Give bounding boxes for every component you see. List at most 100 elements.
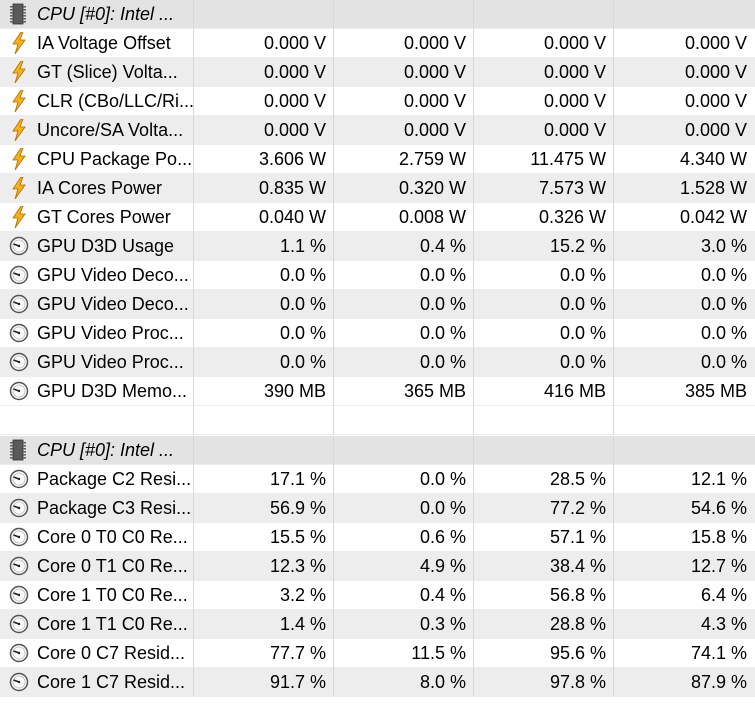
value-average: 4.340 W bbox=[614, 145, 755, 174]
value-minimum: 2.759 W bbox=[334, 145, 474, 174]
value-average: 54.6 % bbox=[614, 494, 755, 523]
gauge-icon bbox=[9, 642, 29, 664]
value-current: 0.0 % bbox=[194, 348, 334, 377]
sensor-row[interactable]: GT (Slice) Volta... 0.000 V 0.000 V 0.000 V… bbox=[0, 58, 755, 87]
lightning-icon bbox=[9, 206, 29, 228]
sensor-row[interactable]: Core 0 T1 C0 Re... 12.3 % 4.9 % 38.4 % 12.7 … bbox=[0, 552, 755, 581]
value-current: 77.7 % bbox=[194, 639, 334, 668]
value-minimum: 0.6 % bbox=[334, 523, 474, 552]
sensor-label-cell[interactable]: GPU D3D Memo... bbox=[0, 377, 194, 406]
value-minimum: 0.0 % bbox=[334, 290, 474, 319]
sensor-label: GT Cores Power bbox=[37, 206, 171, 227]
value-average: 0.0 % bbox=[614, 261, 755, 290]
value-maximum: 56.8 % bbox=[474, 581, 614, 610]
sensor-row[interactable]: Core 1 C7 Resid... 91.7 % 8.0 % 97.8 % 87.9 … bbox=[0, 668, 755, 697]
sensor-label-cell[interactable]: CPU Package Po... bbox=[0, 145, 194, 174]
sensor-label-cell[interactable]: GT (Slice) Volta... bbox=[0, 58, 194, 87]
lightning-icon bbox=[9, 148, 29, 170]
sensor-row[interactable]: Core 0 C7 Resid... 77.7 % 11.5 % 95.6 % 74.1… bbox=[0, 639, 755, 668]
sensor-row[interactable]: Core 1 T0 C0 Re... 3.2 % 0.4 % 56.8 % 6.4 % bbox=[0, 581, 755, 610]
lightning-icon bbox=[9, 90, 29, 112]
sensor-row[interactable]: GPU Video Proc... 0.0 % 0.0 % 0.0 % 0.0 % bbox=[0, 348, 755, 377]
sensor-row[interactable]: Package C2 Resi... 17.1 % 0.0 % 28.5 % 12.1 … bbox=[0, 465, 755, 494]
value-current: 17.1 % bbox=[194, 465, 334, 494]
value-current: 1.1 % bbox=[194, 232, 334, 261]
sensor-label-cell[interactable]: Package C3 Resi... bbox=[0, 494, 194, 523]
value-current: 0.835 W bbox=[194, 174, 334, 203]
sensor-label: Package C2 Resi... bbox=[37, 468, 192, 489]
sensor-label-cell[interactable]: GPU Video Deco... bbox=[0, 261, 194, 290]
sensor-label-cell[interactable]: Core 1 C7 Resid... bbox=[0, 668, 194, 697]
sensor-label-cell[interactable]: GPU Video Deco... bbox=[0, 290, 194, 319]
sensor-label: GPU Video Deco... bbox=[37, 264, 189, 285]
value-minimum: 0.000 V bbox=[334, 29, 474, 58]
sensor-label-cell[interactable]: GT Cores Power bbox=[0, 203, 194, 232]
sensor-row[interactable]: GPU D3D Memo... 390 MB 365 MB 416 MB 385 MB bbox=[0, 377, 755, 406]
sensor-label: CLR (CBo/LLC/Ri... bbox=[37, 90, 193, 111]
gauge-icon bbox=[9, 293, 29, 315]
value-maximum: 0.0 % bbox=[474, 348, 614, 377]
header-empty-cell bbox=[194, 436, 334, 465]
header-empty-cell bbox=[474, 0, 614, 29]
sensor-row[interactable]: Package C3 Resi... 56.9 % 0.0 % 77.2 % 54.6 … bbox=[0, 494, 755, 523]
sensor-label-cell[interactable]: Core 0 T0 C0 Re... bbox=[0, 523, 194, 552]
sensor-label-cell[interactable]: IA Cores Power bbox=[0, 174, 194, 203]
value-current: 0.0 % bbox=[194, 261, 334, 290]
sensor-label-cell[interactable]: Core 0 T1 C0 Re... bbox=[0, 552, 194, 581]
gauge-icon bbox=[9, 671, 29, 693]
value-minimum: 0.0 % bbox=[334, 319, 474, 348]
sensor-label-cell[interactable]: Uncore/SA Volta... bbox=[0, 116, 194, 145]
sensor-label-cell[interactable]: Core 1 T1 C0 Re... bbox=[0, 610, 194, 639]
sensor-label-cell[interactable]: Core 1 T0 C0 Re... bbox=[0, 581, 194, 610]
value-current: 0.000 V bbox=[194, 87, 334, 116]
value-minimum: 0.008 W bbox=[334, 203, 474, 232]
value-current: 0.0 % bbox=[194, 319, 334, 348]
section-header-label-cell[interactable]: CPU [#0]: Intel ... bbox=[0, 436, 194, 465]
sensor-row[interactable]: GPU Video Deco... 0.0 % 0.0 % 0.0 % 0.0 % bbox=[0, 290, 755, 319]
sensor-label-cell[interactable]: GPU D3D Usage bbox=[0, 232, 194, 261]
sensor-row[interactable]: IA Voltage Offset 0.000 V 0.000 V 0.000 V 0.… bbox=[0, 29, 755, 58]
gauge-icon bbox=[9, 468, 29, 490]
header-empty-cell bbox=[334, 0, 474, 29]
value-minimum: 365 MB bbox=[334, 377, 474, 406]
value-minimum: 0.000 V bbox=[334, 116, 474, 145]
sensor-label: CPU Package Po... bbox=[37, 148, 193, 169]
value-current: 3.606 W bbox=[194, 145, 334, 174]
sensor-row[interactable]: Core 1 T1 C0 Re... 1.4 % 0.3 % 28.8 % 4.3 % bbox=[0, 610, 755, 639]
gauge-icon bbox=[9, 264, 29, 286]
sensor-label: Core 0 T0 C0 Re... bbox=[37, 526, 188, 547]
chip-icon bbox=[10, 439, 26, 461]
value-minimum: 4.9 % bbox=[334, 552, 474, 581]
value-maximum: 77.2 % bbox=[474, 494, 614, 523]
sensor-label: GPU Video Proc... bbox=[37, 351, 184, 372]
sensor-label-cell[interactable]: Package C2 Resi... bbox=[0, 465, 194, 494]
sensor-row[interactable]: GPU Video Deco... 0.0 % 0.0 % 0.0 % 0.0 % bbox=[0, 261, 755, 290]
sensor-label-cell[interactable]: IA Voltage Offset bbox=[0, 29, 194, 58]
value-maximum: 57.1 % bbox=[474, 523, 614, 552]
sensor-label: GPU D3D Memo... bbox=[37, 380, 188, 401]
sensor-row[interactable]: Core 0 T0 C0 Re... 15.5 % 0.6 % 57.1 % 15.8 … bbox=[0, 523, 755, 552]
sensor-label-cell[interactable]: Core 0 C7 Resid... bbox=[0, 639, 194, 668]
empty-cell bbox=[194, 406, 334, 435]
sensor-label-cell[interactable]: GPU Video Proc... bbox=[0, 348, 194, 377]
sensor-row[interactable]: GPU D3D Usage 1.1 % 0.4 % 15.2 % 3.0 % bbox=[0, 232, 755, 261]
value-minimum: 8.0 % bbox=[334, 668, 474, 697]
sensor-label-cell[interactable]: CLR (CBo/LLC/Ri... bbox=[0, 87, 194, 116]
section-header-label-cell[interactable]: CPU [#0]: Intel ... bbox=[0, 0, 194, 29]
value-minimum: 0.0 % bbox=[334, 261, 474, 290]
value-average: 385 MB bbox=[614, 377, 755, 406]
sensor-row[interactable]: GPU Video Proc... 0.0 % 0.0 % 0.0 % 0.0 % bbox=[0, 319, 755, 348]
value-minimum: 0.0 % bbox=[334, 465, 474, 494]
value-average: 87.9 % bbox=[614, 668, 755, 697]
value-maximum: 95.6 % bbox=[474, 639, 614, 668]
section-header[interactable]: CPU [#0]: Intel ... bbox=[0, 0, 755, 29]
sensor-label-cell[interactable]: GPU Video Proc... bbox=[0, 319, 194, 348]
sensor-row[interactable]: IA Cores Power 0.835 W 0.320 W 7.573 W 1.528… bbox=[0, 174, 755, 203]
section-header[interactable]: CPU [#0]: Intel ... bbox=[0, 436, 755, 465]
value-current: 91.7 % bbox=[194, 668, 334, 697]
value-maximum: 0.000 V bbox=[474, 87, 614, 116]
sensor-row[interactable]: GT Cores Power 0.040 W 0.008 W 0.326 W 0.042… bbox=[0, 203, 755, 232]
